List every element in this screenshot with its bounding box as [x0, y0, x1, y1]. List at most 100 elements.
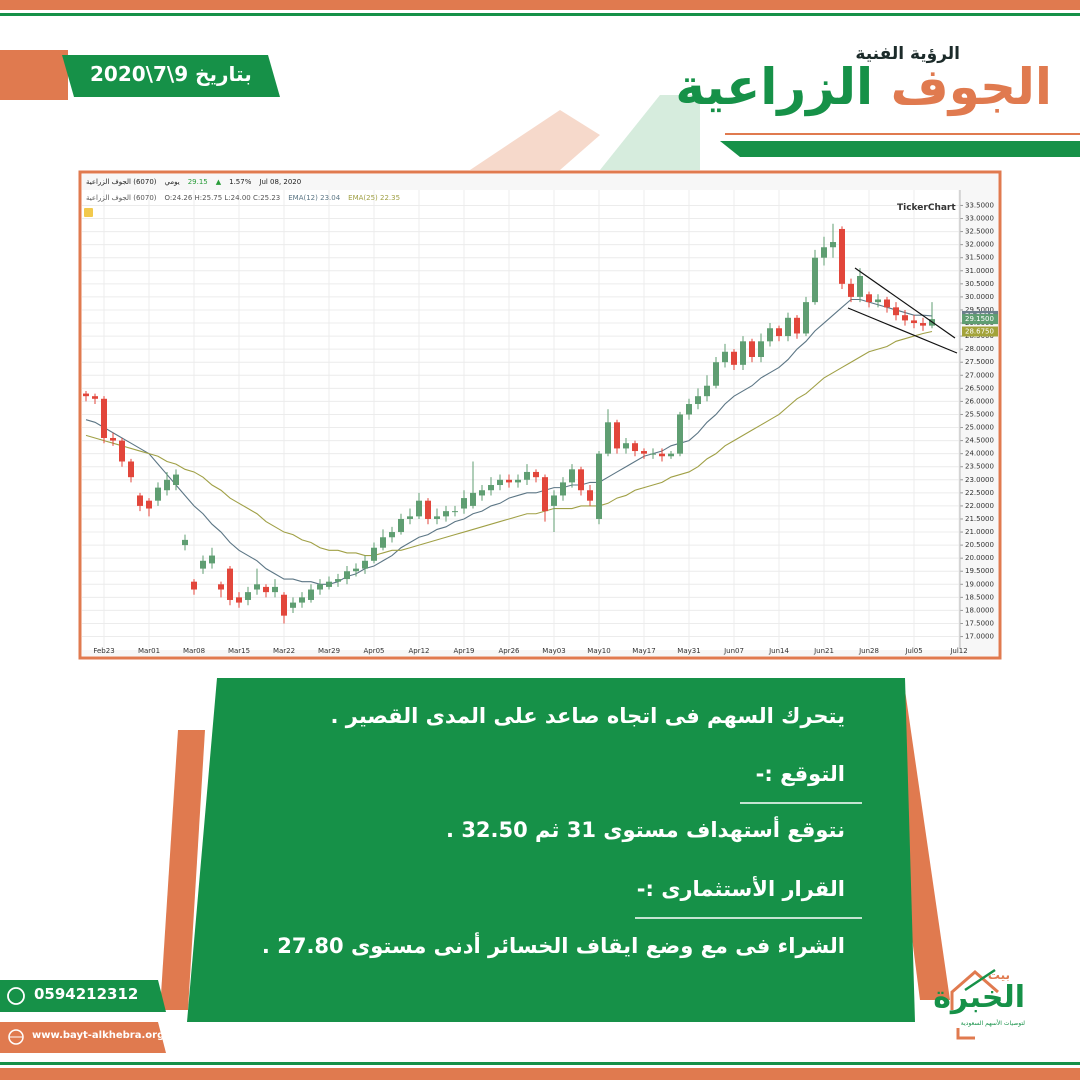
last-value-label: 28.6750	[965, 328, 994, 336]
candle-body	[497, 479, 503, 486]
candle-body	[155, 487, 161, 501]
candle-body	[326, 581, 332, 587]
trend-text: يتحرك السهم فى اتجاه صاعد على المدى القص…	[330, 704, 845, 728]
candle-body	[884, 299, 890, 308]
x-tick-label: Jul05	[904, 647, 922, 655]
candle-body	[272, 586, 278, 593]
x-tick-label: May17	[632, 647, 655, 655]
candle-body	[371, 547, 377, 561]
candle-body	[659, 453, 665, 457]
candle-body	[758, 341, 764, 357]
candle-body	[218, 584, 224, 590]
candle-body	[128, 461, 134, 478]
candle-body	[794, 317, 800, 334]
x-tick-label: May31	[677, 647, 700, 655]
candle-body	[380, 537, 386, 548]
candle-body	[803, 302, 809, 334]
candle-body	[416, 500, 422, 517]
candle-body	[713, 362, 719, 386]
x-tick-label: Jul12	[949, 647, 967, 655]
candle-body	[506, 479, 512, 483]
website: www.bayt-alkhebra.org	[32, 1030, 165, 1041]
candle-body	[875, 299, 881, 303]
y-tick-label: 33.0000	[965, 215, 994, 223]
y-tick-label: 25.0000	[965, 424, 994, 432]
web-box	[0, 1022, 166, 1053]
bg-arrow	[470, 110, 600, 170]
x-tick-label: Jun14	[768, 647, 789, 655]
x-tick-label: Mar08	[183, 647, 205, 655]
candle-body	[209, 555, 215, 564]
candle-body	[515, 479, 521, 483]
phone: 0594212312	[34, 985, 139, 1003]
y-tick-label: 28.0000	[965, 345, 994, 353]
candle-body	[614, 422, 620, 449]
y-tick-label: 20.5000	[965, 541, 994, 549]
y-tick-label: 22.0000	[965, 502, 994, 510]
top-line	[0, 13, 1080, 16]
candle-body	[407, 516, 413, 519]
y-tick-label: 26.5000	[965, 384, 994, 392]
candle-body	[704, 385, 710, 397]
candle-body	[785, 317, 791, 337]
x-tick-label: Apr05	[363, 647, 384, 655]
candle-body	[353, 568, 359, 572]
y-tick-label: 29.5000	[965, 306, 994, 314]
candle-body	[749, 341, 755, 357]
ema-line	[85, 298, 933, 585]
x-tick-label: Jun21	[813, 647, 834, 655]
logo-top: بيت	[987, 968, 1010, 982]
y-tick-label: 30.0000	[965, 293, 994, 301]
candle-body	[335, 579, 341, 582]
x-tick-label: Jun28	[858, 647, 879, 655]
panel-accent-left	[160, 730, 205, 1010]
y-tick-label: 33.5000	[965, 201, 994, 209]
candle-body	[362, 560, 368, 569]
candle-body	[668, 453, 674, 457]
legend-value: 22.35	[380, 194, 401, 202]
logo-tagline: لتوصيات الأسهم السعودية	[960, 1020, 1025, 1027]
candle-body	[245, 592, 251, 600]
candle-body	[389, 532, 395, 538]
logo-arrow	[964, 968, 996, 992]
logo-house	[956, 1028, 975, 1040]
last-value-box	[962, 326, 998, 337]
candle-body	[569, 469, 575, 483]
candle-body	[299, 597, 305, 603]
candle-body	[308, 589, 314, 600]
candle-body	[452, 511, 458, 513]
bottom-stripe	[0, 1068, 1080, 1080]
y-tick-label: 21.5000	[965, 515, 994, 523]
candle-body	[137, 495, 143, 506]
candle-body	[740, 341, 746, 365]
candle-body	[533, 471, 539, 478]
candle-body	[83, 393, 89, 397]
whatsapp-icon	[7, 987, 25, 1005]
decision-text: الشراء فى مع وضع ايقاف الخسائر أدنى مستو…	[261, 934, 845, 958]
analysis-panel	[187, 678, 915, 1022]
candle-body	[641, 451, 647, 454]
candle-body	[110, 437, 116, 441]
y-tick-label: 19.5000	[965, 567, 994, 575]
candle-body	[677, 414, 683, 454]
legend-name: EMA(25)	[348, 194, 378, 202]
phone-box	[0, 980, 166, 1012]
x-tick-label: Mar29	[318, 647, 340, 655]
candle-body	[848, 283, 854, 297]
y-tick-label: 32.5000	[965, 228, 994, 236]
logo-house	[950, 970, 999, 1010]
x-tick-label: Apr12	[408, 647, 429, 655]
candle-body	[650, 453, 656, 455]
y-tick-label: 27.0000	[965, 371, 994, 379]
title-second: الزراعية	[675, 58, 874, 116]
candle-body	[587, 490, 593, 501]
candle-body	[632, 443, 638, 452]
y-tick-label: 22.5000	[965, 489, 994, 497]
y-tick-label: 26.0000	[965, 397, 994, 405]
candle-body	[524, 471, 530, 480]
ohlc: O:24.26 H:25.75 L:24.00 C:25.23	[164, 194, 281, 202]
y-tick-label: 30.5000	[965, 280, 994, 288]
legend-value: 23.04	[320, 194, 341, 202]
y-tick-label: 27.5000	[965, 358, 994, 366]
